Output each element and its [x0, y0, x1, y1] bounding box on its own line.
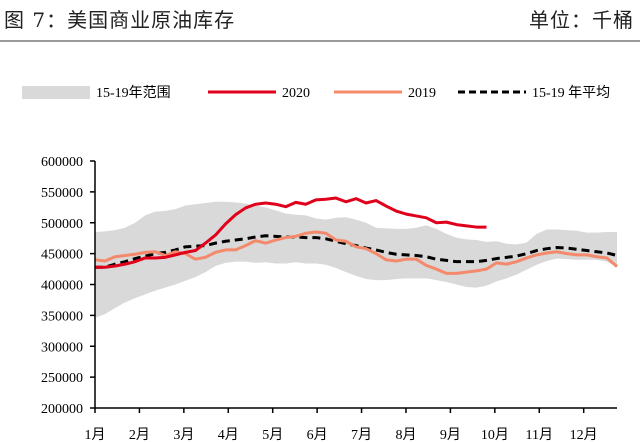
legend-label-average: 15-19 年平均 — [532, 85, 610, 101]
x-tick-label: 1月 — [85, 427, 106, 442]
x-tick-label: 4月 — [218, 427, 239, 442]
y-tick-label: 350000 — [41, 309, 83, 324]
x-tick-label: 10月 — [481, 427, 509, 442]
y-tick-label: 600000 — [41, 155, 83, 170]
y-tick-label: 400000 — [41, 279, 83, 294]
legend: 15-19年范围 2020 2019 15-19 年平均 — [22, 84, 610, 101]
legend-label-2019: 2019 — [408, 86, 436, 101]
x-tick-label: 6月 — [307, 427, 328, 442]
x-tick-label: 11月 — [526, 427, 553, 442]
legend-label-range: 15-19年范围 — [96, 84, 171, 101]
series-line-2020 — [95, 196, 487, 269]
y-tick-label: 300000 — [41, 340, 83, 355]
unit-label: 单位：千桶 — [529, 8, 634, 32]
figure-title: 图 7：美国商业原油库存 — [4, 8, 236, 32]
range-band — [95, 201, 617, 318]
y-tick-label: 500000 — [41, 217, 83, 232]
y-tick-label: 200000 — [41, 402, 83, 417]
y-tick-label: 250000 — [41, 371, 83, 386]
x-tick-label: 8月 — [395, 427, 416, 442]
figure-header: 图 7：美国商业原油库存 单位：千桶 — [0, 0, 640, 42]
x-tick-label: 2月 — [129, 427, 150, 442]
legend-label-2020: 2020 — [282, 86, 310, 101]
y-tick-label: 550000 — [41, 186, 83, 201]
y-tick-label: 450000 — [41, 248, 83, 263]
x-tick-label: 3月 — [173, 427, 194, 442]
x-tick-label: 7月 — [351, 427, 372, 442]
x-tick-label: 12月 — [570, 427, 598, 442]
x-tick-label: 9月 — [440, 427, 461, 442]
legend-swatch-range — [22, 86, 90, 99]
x-tick-label: 5月 — [262, 427, 283, 442]
